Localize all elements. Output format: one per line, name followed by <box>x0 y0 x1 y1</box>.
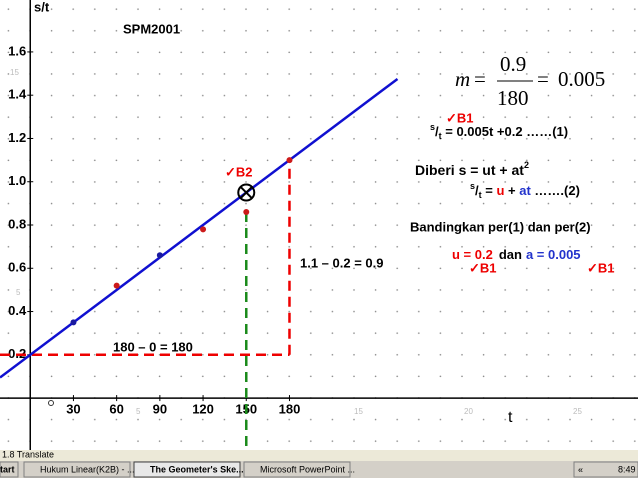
status-bar <box>0 450 638 461</box>
eq-part: s <box>470 181 475 191</box>
start-button[interactable] <box>0 461 19 478</box>
y-tick-label: 0.8 <box>8 216 26 231</box>
y-tick-label: 1.0 <box>8 173 26 188</box>
run-label: 180 – 0 = 180 <box>113 339 193 354</box>
data-point <box>286 157 293 164</box>
data-point <box>200 226 207 233</box>
scale-label: 5 <box>16 288 21 297</box>
target-cross <box>240 186 253 199</box>
eq-part: t <box>439 131 442 141</box>
rise-label: 1.1 – 0.2 = 0.9 <box>300 255 383 270</box>
formula: 0.005 <box>558 67 605 91</box>
data-point <box>156 252 163 259</box>
x-axis-label: t <box>508 409 513 426</box>
x-tick-label: 90 <box>153 402 167 417</box>
formula: = <box>537 67 549 91</box>
mark-check: ✓B1 <box>587 260 615 275</box>
eq-part: = 0.005t +0.2 ……(1) <box>442 124 568 139</box>
tray <box>573 461 638 478</box>
task-button[interactable] <box>23 461 131 478</box>
equation: s/t = 0.005t +0.2 ……(1) <box>430 122 568 141</box>
data-point <box>113 282 120 289</box>
x-tick-label: 180 <box>279 402 301 417</box>
eq-part: = <box>482 183 497 198</box>
start-label[interactable]: tart <box>0 464 15 474</box>
task-button[interactable] <box>133 461 241 478</box>
eq-part: / <box>435 124 439 139</box>
scale-label: 15 <box>354 407 363 416</box>
scale-label: 25 <box>573 407 582 416</box>
eq-part: at <box>519 183 531 198</box>
equation: s/t = u + at …….(2) <box>470 181 580 200</box>
eq-part: / <box>475 183 479 198</box>
x-tick-label: 60 <box>109 402 123 417</box>
eq-part: s <box>430 122 435 132</box>
mark-check: ✓B2 <box>225 164 253 179</box>
task-label[interactable]: The Geometer's Ske... <box>150 464 244 474</box>
result: u = 0.2 dan a = 0.005 <box>452 247 581 262</box>
eq-part: …….(2) <box>531 183 580 198</box>
eq-part: t <box>479 190 482 200</box>
scale-label: 20 <box>464 407 473 416</box>
point-marker <box>48 400 54 406</box>
x-tick-label: 120 <box>192 402 214 417</box>
fit-line <box>0 77 399 379</box>
task-button[interactable] <box>243 461 351 478</box>
eq-part: u <box>496 183 504 198</box>
formula: m <box>455 67 470 91</box>
scale-label: 5 <box>136 407 141 416</box>
target-marker <box>237 183 256 202</box>
eq-part: Diberi s = ut + at <box>415 162 524 178</box>
y-tick-label: 1.4 <box>8 87 27 102</box>
task-label[interactable]: Hukum Linear(K2B) - ... <box>40 464 135 474</box>
equation: Diberi s = ut + at2 <box>415 160 529 177</box>
y-tick-label: 1.2 <box>8 130 26 145</box>
formula: 0.9 <box>500 52 526 76</box>
result-part: a = 0.005 <box>526 247 581 262</box>
data-point <box>243 209 250 216</box>
task-label[interactable]: Microsoft PowerPoint ... <box>260 464 355 474</box>
x-tick-label: 30 <box>66 402 80 417</box>
plot: 0.20.40.60.81.01.21.41.6306090120150180 <box>0 0 638 450</box>
data-point <box>70 319 77 326</box>
y-tick-label: 0.4 <box>8 303 27 318</box>
formula: = <box>474 67 486 91</box>
scale-label: 15 <box>10 68 19 77</box>
result-part: u = 0.2 <box>452 247 493 262</box>
y-axis-label: s/t <box>34 0 50 14</box>
grid-dots <box>0 0 638 450</box>
chart-title: SPM2001 <box>123 21 180 36</box>
eq-part: 2 <box>524 160 529 170</box>
y-tick-label: 0.6 <box>8 260 26 275</box>
clock: 8:49 <box>618 464 636 474</box>
result-part: dan <box>499 247 522 262</box>
status-text: 1.8 Translate <box>2 449 54 459</box>
tray-arrow[interactable]: « <box>578 464 583 474</box>
formula: 180 <box>497 86 529 110</box>
mark-check: ✓B1 <box>469 260 497 275</box>
statement: Bandingkan per(1) dan per(2) <box>410 219 591 234</box>
eq-part: + <box>504 183 519 198</box>
y-tick-label: 1.6 <box>8 43 26 58</box>
mark-check: ✓B1 <box>446 110 474 125</box>
